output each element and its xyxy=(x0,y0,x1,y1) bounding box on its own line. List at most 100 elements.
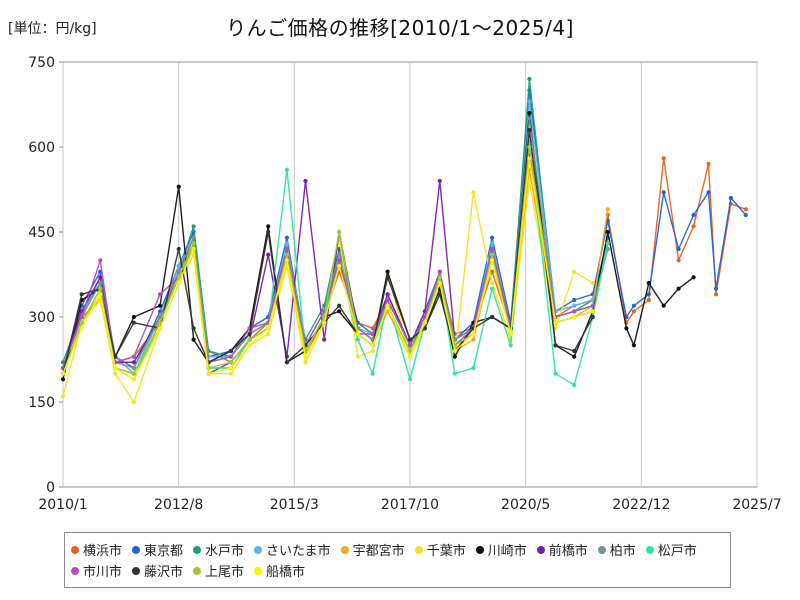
data-point xyxy=(228,360,233,365)
data-point xyxy=(266,224,271,229)
y-tick-label: 450 xyxy=(28,225,55,241)
data-point xyxy=(508,331,513,337)
data-point xyxy=(385,269,390,274)
data-point xyxy=(572,303,577,308)
data-point xyxy=(471,365,476,371)
data-point xyxy=(385,292,390,297)
data-point xyxy=(691,224,696,229)
data-point xyxy=(527,110,532,116)
x-tick-label: 2017/10 xyxy=(381,497,439,513)
data-point xyxy=(284,360,289,365)
legend-marker xyxy=(254,566,263,575)
data-point xyxy=(437,280,442,286)
data-point xyxy=(266,326,271,331)
data-point xyxy=(471,331,476,337)
data-point xyxy=(713,292,719,297)
data-point xyxy=(98,280,103,286)
data-point xyxy=(337,252,342,257)
legend-label: 船橋市 xyxy=(266,565,306,580)
data-point xyxy=(284,246,289,252)
data-point xyxy=(490,286,495,291)
data-point xyxy=(553,326,558,331)
data-point xyxy=(407,354,413,359)
y-tick-label: 0 xyxy=(46,480,55,496)
legend-label: 上尾市 xyxy=(205,565,245,580)
data-point xyxy=(508,343,513,348)
data-point xyxy=(98,258,103,263)
data-point xyxy=(191,224,196,229)
legend-marker xyxy=(645,545,654,554)
data-point xyxy=(131,354,136,359)
data-point xyxy=(191,235,196,240)
data-point xyxy=(191,337,196,342)
data-point xyxy=(131,314,136,320)
data-point xyxy=(191,246,196,252)
legend-label: 柏市 xyxy=(609,544,636,559)
data-point xyxy=(691,275,696,280)
data-point xyxy=(337,229,342,235)
data-point xyxy=(676,246,681,252)
legend-marker xyxy=(193,545,202,554)
data-point xyxy=(157,292,163,297)
data-point xyxy=(191,326,196,331)
data-point xyxy=(98,292,103,297)
legend-label: 川崎市 xyxy=(487,544,527,559)
legend-marker xyxy=(132,566,141,575)
data-point xyxy=(266,229,271,235)
data-point xyxy=(284,235,289,240)
data-point xyxy=(572,314,577,320)
data-point xyxy=(452,354,457,359)
data-point xyxy=(303,178,308,184)
data-point xyxy=(437,275,442,280)
data-point xyxy=(228,348,233,354)
data-point xyxy=(337,303,342,308)
data-point xyxy=(422,326,427,331)
data-point xyxy=(266,252,271,257)
legend-item: 前橋市 xyxy=(536,539,598,560)
data-point xyxy=(176,269,181,274)
data-point xyxy=(284,252,289,257)
series-line xyxy=(62,146,594,375)
data-point xyxy=(337,309,342,314)
x-tick-label: 2022/12 xyxy=(612,497,670,513)
data-point xyxy=(266,331,271,337)
data-point xyxy=(605,241,610,246)
data-point xyxy=(624,314,629,320)
data-point xyxy=(452,371,457,376)
data-point xyxy=(527,99,532,104)
data-point xyxy=(661,190,666,195)
data-point xyxy=(676,286,681,291)
data-point xyxy=(370,343,375,348)
data-point xyxy=(191,241,196,246)
legend-item: 川崎市 xyxy=(475,539,537,560)
data-point xyxy=(157,303,163,308)
data-point xyxy=(247,343,252,348)
x-tick-label: 2020/5 xyxy=(501,497,550,513)
data-point xyxy=(437,269,442,274)
data-point xyxy=(407,377,413,382)
legend-item: 柏市 xyxy=(597,539,646,560)
chart-legend: 横浜市 東京都 水戸市 さいたま市 宇都宮市 千葉市 川崎市 前橋市 柏市 松戸市 市川市 藤沢市 上尾… xyxy=(64,532,731,588)
data-point xyxy=(303,354,308,359)
data-point xyxy=(131,371,136,376)
data-point xyxy=(624,326,629,331)
chart-title: りんご価格の推移[2010/1～2025/4] xyxy=(226,16,574,40)
data-point xyxy=(98,275,103,280)
data-point xyxy=(60,377,66,382)
data-point xyxy=(605,207,610,212)
legend-item: 船橋市 xyxy=(254,560,315,581)
data-point xyxy=(176,184,181,189)
data-point xyxy=(572,348,577,354)
unit-label: [単位：円/kg] xyxy=(8,21,97,37)
data-point xyxy=(355,337,360,342)
legend-label: 市川市 xyxy=(83,565,123,580)
data-point xyxy=(228,354,233,359)
data-point xyxy=(572,309,577,314)
legend-item: 藤沢市 xyxy=(132,560,193,581)
data-point xyxy=(284,241,289,246)
data-point xyxy=(131,365,136,371)
data-point xyxy=(605,229,610,235)
x-tick-label: 2025/7 xyxy=(732,497,781,513)
legend-marker xyxy=(71,566,79,575)
x-tick-label: 2010/1 xyxy=(38,497,87,513)
